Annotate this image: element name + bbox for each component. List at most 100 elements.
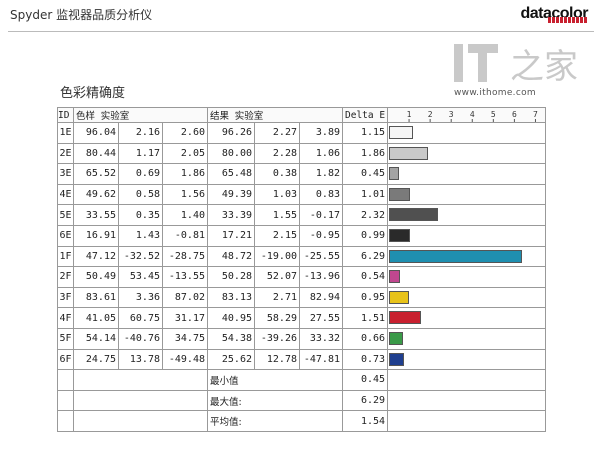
delta-bar-cell [387,307,547,329]
sample-lab-value: 54.14 [73,327,119,350]
col-header-delta: Delta E [341,107,389,123]
sample-lab-value: 31.17 [162,307,208,329]
summary-empty [73,369,208,391]
delta-e-value: 0.66 [341,327,389,350]
sample-lab-value: 47.12 [73,245,119,268]
table-row: 2E 80.44 1.17 2.05 80.00 2.28 1.06 1.86 [57,142,547,165]
delta-e-value: 2.32 [341,204,389,226]
delta-e-value: 1.51 [341,307,389,329]
summary-empty [57,410,74,432]
row-id: 1F [57,245,74,268]
result-lab-value: 17.21 [207,224,255,247]
row-id: 4F [57,307,74,329]
result-lab-value: 54.38 [207,327,255,350]
summary-empty [73,410,208,432]
result-lab-value: -39.26 [254,327,300,350]
sample-lab-value: 2.16 [118,122,163,144]
sample-lab-value: 1.43 [118,224,163,247]
result-lab-value: -19.00 [254,245,300,268]
result-lab-value: -0.17 [299,204,343,226]
result-lab-value: -0.95 [299,224,343,247]
result-lab-value: 83.13 [207,286,255,309]
axis-tick-label: 1 [407,110,412,119]
table-row: 5F 54.14 -40.76 34.75 54.38 -39.26 33.32 0.66 [57,327,547,350]
sample-lab-value: -28.75 [162,245,208,268]
row-id: 1E [57,122,74,144]
delta-e-value: 0.45 [341,163,389,185]
result-lab-value: 27.55 [299,307,343,329]
delta-bar [389,146,429,160]
sample-lab-value: 24.75 [73,348,119,371]
brand-stripes-icon [548,17,588,23]
sample-lab-value: 1.17 [118,142,163,165]
result-lab-value: 12.78 [254,348,300,371]
row-id: 6E [57,224,74,247]
sample-lab-value: 2.05 [162,142,208,165]
summary-row: 平均值: 1.54 [57,410,547,432]
sample-lab-value: -0.81 [162,224,208,247]
result-lab-value: 48.72 [207,245,255,268]
delta-e-value: 1.86 [341,142,389,165]
axis-tick-label: 3 [449,110,454,119]
sample-lab-value: 0.35 [118,204,163,226]
delta-bar-cell [387,245,547,268]
delta-axis: 1 2 3 4 5 6 7 [407,110,538,122]
delta-bar-cell [387,163,547,185]
sample-lab-value: 0.58 [118,183,163,206]
table-row: 1F 47.12 -32.52 -28.75 48.72 -19.00 -25.55 6.29 [57,245,547,268]
sample-lab-value: 16.91 [73,224,119,247]
delta-e-value: 0.54 [341,266,389,288]
row-id: 5E [57,204,74,226]
sample-lab-value: -13.55 [162,266,208,288]
row-id: 3E [57,163,74,185]
table-row: 2F 50.49 53.45 -13.55 50.28 52.07 -13.96 0.54 [57,266,547,288]
sample-lab-value: -49.48 [162,348,208,371]
axis-tick-label: 6 [512,110,517,119]
row-id: 2F [57,266,74,288]
watermark-url: www.ithome.com [454,88,536,98]
delta-e-value: 6.29 [341,245,389,268]
col-header-axis: 1 2 3 4 5 6 7 [387,107,547,123]
sample-lab-value: 1.86 [162,163,208,185]
header-divider [8,31,594,32]
result-lab-value: 33.32 [299,327,343,350]
summary-value: 6.29 [341,389,389,412]
table-row: 3F 83.61 3.36 87.02 83.13 2.71 82.94 0.95 [57,286,547,309]
table-header-row: ID 色样 实验室 结果 实验室 Delta E 1 2 3 4 5 6 7 [57,107,547,123]
summary-label: 最大值: [207,389,343,412]
color-accuracy-table: ID 色样 实验室 结果 实验室 Delta E 1 2 3 4 5 6 7 1E 96.04… [57,107,547,432]
delta-bar [389,311,421,325]
sample-lab-value: 1.40 [162,204,208,226]
row-id: 3F [57,286,74,309]
row-id: 4E [57,183,74,206]
result-lab-value: 96.26 [207,122,255,144]
summary-empty [387,389,547,412]
result-lab-value: 0.83 [299,183,343,206]
delta-bar-cell [387,266,547,288]
table-row: 3E 65.52 0.69 1.86 65.48 0.38 1.82 0.45 [57,163,547,185]
summary-empty [387,410,547,432]
sample-lab-value: 49.62 [73,183,119,206]
result-lab-value: 2.71 [254,286,300,309]
sample-lab-value: 50.49 [73,266,119,288]
result-lab-value: 2.27 [254,122,300,144]
col-header-sample: 色样 实验室 [73,107,208,123]
delta-bar [389,126,414,139]
sample-lab-value: 41.05 [73,307,119,329]
col-header-id: ID [57,107,74,123]
summary-empty [387,369,547,391]
delta-e-value: 0.95 [341,286,389,309]
summary-empty [57,369,74,391]
sample-lab-value: 33.55 [73,204,119,226]
app-title: Spyder 监视器品质分析仪 [10,8,153,22]
result-lab-value: 58.29 [254,307,300,329]
sample-lab-value: 1.56 [162,183,208,206]
summary-row: 最小值 0.45 [57,369,547,391]
delta-bar-cell [387,348,547,371]
sample-lab-value: 3.36 [118,286,163,309]
sample-lab-value: -32.52 [118,245,163,268]
axis-tick-label: 7 [533,110,538,119]
row-id: 2E [57,142,74,165]
summary-label: 最小值 [207,369,343,391]
sample-lab-value: 83.61 [73,286,119,309]
